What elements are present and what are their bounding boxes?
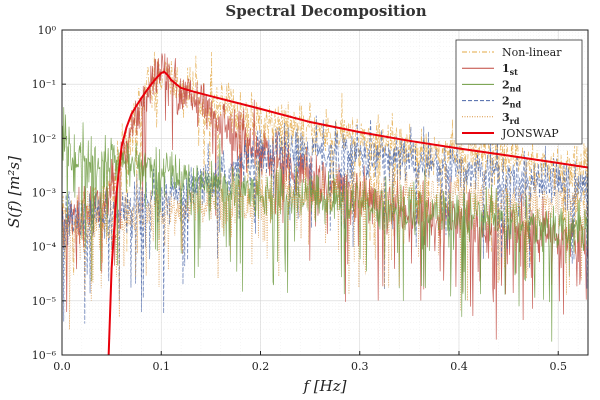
y-tick-label: 10⁻⁵ — [32, 295, 56, 308]
series-line-0 — [62, 51, 588, 283]
series-line-4 — [62, 142, 588, 330]
x-tick-label: 0.5 — [549, 360, 567, 373]
legend-label: 1st — [502, 62, 518, 77]
y-tick-label: 10⁻³ — [32, 187, 56, 200]
series-layer — [62, 51, 588, 355]
y-tick-label: 10⁻⁶ — [32, 349, 57, 362]
legend-box — [455, 39, 583, 145]
x-tick-label: 0.4 — [450, 360, 468, 373]
legend-label: JONSWAP — [501, 127, 559, 140]
x-axis: 0.0 0.1 0.2 0.3 0.4 0.5 — [53, 351, 567, 373]
x-tick-label: 0.0 — [53, 360, 71, 373]
legend-label: 2nd — [502, 95, 521, 110]
x-axis-label: f [Hz] — [302, 377, 346, 395]
x-tick-label: 0.1 — [152, 360, 170, 373]
y-tick-label: 10⁻¹ — [32, 78, 56, 91]
legend-label: 2nd — [502, 78, 521, 93]
legend-label: 3rd — [502, 111, 520, 126]
y-tick-label: 10⁰ — [38, 24, 57, 37]
x-tick-label: 0.3 — [351, 360, 369, 373]
y-tick-label: 10⁻⁴ — [32, 241, 57, 254]
legend-label: Non-linear — [502, 46, 562, 59]
series-line-5 — [107, 70, 588, 355]
y-axis: 10⁻⁶ 10⁻⁵ 10⁻⁴ 10⁻³ 10⁻² 10⁻¹ 10⁰ — [32, 24, 66, 362]
series-line-3 — [62, 115, 588, 324]
y-tick-label: 10⁻² — [32, 132, 56, 145]
series-line-1 — [62, 53, 588, 340]
chart-title: Spectral Decomposition — [225, 2, 426, 20]
y-axis-label: S(f) [m²s] — [5, 156, 23, 228]
x-tick-label: 0.2 — [252, 360, 270, 373]
